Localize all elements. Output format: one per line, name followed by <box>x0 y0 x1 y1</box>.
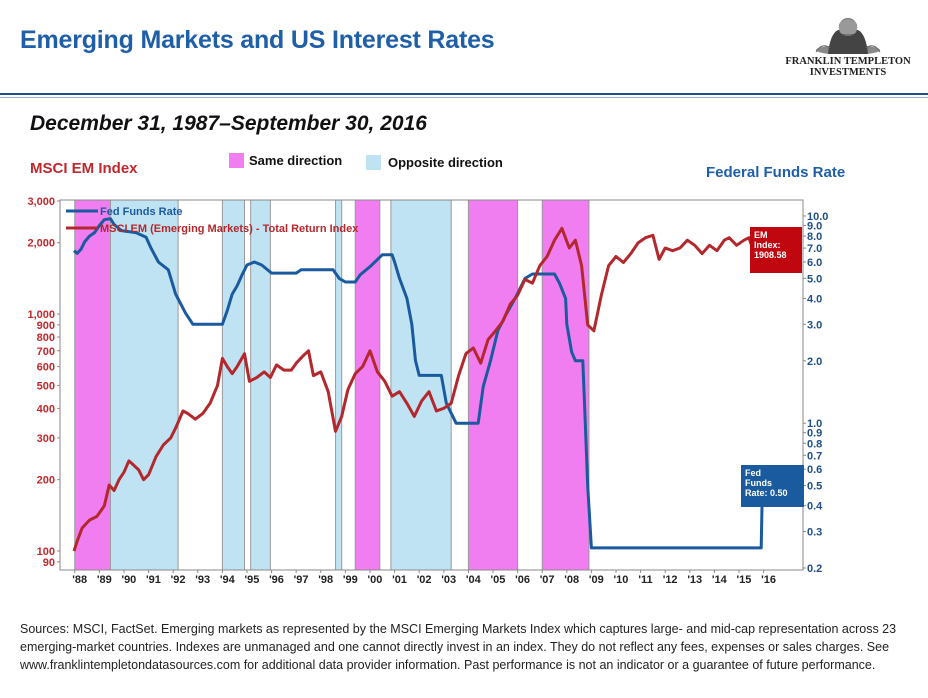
period-opposite-1 <box>109 199 179 571</box>
right-tick-label: 0.4 <box>807 501 823 513</box>
right-tick-label: 3.0 <box>807 319 822 331</box>
fed-callout-line3: Rate: 0.50 <box>745 488 788 498</box>
right-tick-label: 4.0 <box>807 293 822 305</box>
right-axis-title: Federal Funds Rate <box>706 164 846 181</box>
x-tick-label: '02 <box>417 574 432 586</box>
header-rule <box>0 93 928 95</box>
x-tick-label: '10 <box>614 574 629 586</box>
legend-opposite-swatch <box>366 155 381 170</box>
x-tick-label: '08 <box>564 574 579 586</box>
left-tick-label: 100 <box>37 546 55 558</box>
right-tick-label: 1.0 <box>807 418 822 430</box>
legend-opposite-label: Opposite direction <box>388 155 503 170</box>
x-tick-label: '91 <box>146 574 161 586</box>
portrait-icon <box>815 18 881 55</box>
fed-callout-line1: Fed <box>745 468 762 478</box>
legend-em-label: MSCI EM (Emerging Markets) - Total Retur… <box>100 223 359 235</box>
period-opposite-6 <box>390 199 452 571</box>
left-tick-label: 2,000 <box>27 238 55 250</box>
left-tick-label: 90 <box>43 557 55 569</box>
right-tick-label: 10.0 <box>807 211 828 223</box>
period-same-5 <box>354 199 381 571</box>
legend-same-swatch <box>229 153 244 168</box>
x-tick-label: '05 <box>490 574 505 586</box>
period-same-0 <box>74 199 111 571</box>
em-index-callout: EM Index: 1908.58 <box>750 227 802 273</box>
right-tick-label: 0.9 <box>807 428 822 440</box>
x-tick-label: '13 <box>687 574 702 586</box>
period-same-7 <box>467 199 519 571</box>
right-tick-label: 0.8 <box>807 438 822 450</box>
x-tick-label: '14 <box>712 574 728 586</box>
period-same-8 <box>541 199 590 571</box>
right-tick-label: 0.5 <box>807 481 822 493</box>
legend-fed-label: Fed Funds Rate <box>100 206 183 218</box>
em-index-line <box>72 226 784 552</box>
right-tick-label: 8.0 <box>807 231 822 243</box>
legend-same-label: Same direction <box>249 153 343 168</box>
x-tick-label: '06 <box>515 574 530 586</box>
right-tick-label: 9.0 <box>807 220 822 232</box>
left-tick-label: 200 <box>37 475 55 487</box>
x-tick-label: '03 <box>441 574 456 586</box>
date-range-subtitle: December 31, 1987–September 30, 2016 <box>30 112 427 135</box>
period-opposite-3 <box>250 199 271 571</box>
left-tick-label: 900 <box>37 320 55 332</box>
x-tick-label: '93 <box>195 574 210 586</box>
left-tick-label: 500 <box>37 380 55 392</box>
page-title: Emerging Markets and US Interest Rates <box>20 26 495 54</box>
fed-funds-line <box>73 217 783 550</box>
x-tick-label: '09 <box>589 574 604 586</box>
x-tick-label: '97 <box>294 574 309 586</box>
x-tick-label: '92 <box>171 574 186 586</box>
x-tick-label: '98 <box>318 574 333 586</box>
x-tick-label: '16 <box>761 574 776 586</box>
fed-rate-callout: Fed Funds Rate: 0.50 <box>741 465 804 507</box>
fed-callout-line2: Funds <box>745 478 772 488</box>
left-tick-label: 800 <box>37 332 55 344</box>
x-tick-label: '12 <box>663 574 678 586</box>
source-footnote: Sources: MSCI, FactSet. Emerging markets… <box>20 622 897 672</box>
left-tick-label: 400 <box>37 403 55 415</box>
logo-line2: INVESTMENTS <box>809 67 887 78</box>
x-tick-label: '90 <box>121 574 136 586</box>
x-tick-label: '99 <box>343 574 358 586</box>
right-tick-label: 7.0 <box>807 243 822 255</box>
left-tick-label: 300 <box>37 433 55 445</box>
period-opposite-4 <box>335 199 343 571</box>
right-tick-label: 0.3 <box>807 527 822 539</box>
right-tick-label: 0.2 <box>807 563 822 575</box>
em-callout-line1: EM <box>754 230 768 240</box>
x-tick-label: '94 <box>220 574 236 586</box>
em-callout-line3: 1908.58 <box>754 250 787 260</box>
x-tick-label: '11 <box>638 574 652 586</box>
em-callout-line2: Index: <box>754 240 781 250</box>
right-tick-label: 2.0 <box>807 356 822 368</box>
left-tick-label: 700 <box>37 346 55 358</box>
right-tick-label: 0.7 <box>807 450 822 462</box>
left-tick-label: 600 <box>37 362 55 374</box>
x-tick-label: '00 <box>367 574 382 586</box>
x-tick-label: '88 <box>72 574 87 586</box>
franklin-templeton-logo: FRANKLIN TEMPLETON INVESTMENTS <box>778 14 918 80</box>
right-tick-label: 5.0 <box>807 273 822 285</box>
x-tick-label: '07 <box>540 574 555 586</box>
period-opposite-2 <box>221 199 246 571</box>
left-axis-title: MSCI EM Index <box>30 160 138 177</box>
x-tick-label: '95 <box>244 574 259 586</box>
right-tick-label: 0.6 <box>807 464 822 476</box>
left-tick-label: 1,000 <box>27 309 55 321</box>
x-tick-label: '96 <box>269 574 284 586</box>
left-tick-label: 3,000 <box>27 196 55 208</box>
x-tick-label: '04 <box>466 574 482 586</box>
right-tick-label: 6.0 <box>807 257 822 269</box>
x-tick-label: '01 <box>392 574 407 586</box>
x-tick-label: '89 <box>97 574 112 586</box>
x-tick-label: '15 <box>737 574 752 586</box>
header-rule-thin <box>0 97 928 98</box>
logo-line1: FRANKLIN TEMPLETON <box>785 56 911 67</box>
